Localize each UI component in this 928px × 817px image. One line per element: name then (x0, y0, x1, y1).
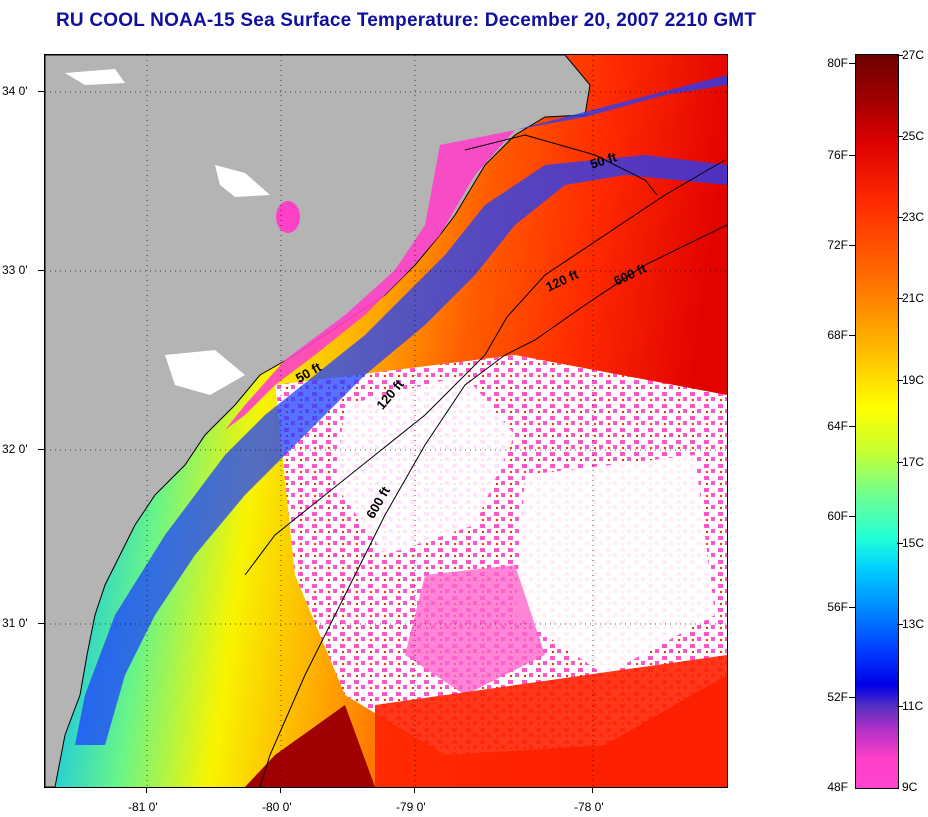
colorbar-c-25: 25C (902, 129, 925, 143)
colorbar-c-19: 19C (902, 373, 925, 387)
colorbar-f-60: 60F (827, 509, 848, 523)
temperature-colorbar (855, 54, 899, 789)
colorbar-f-80: 80F (827, 56, 848, 70)
colorbar-c-17: 17C (902, 455, 925, 469)
lon-label-79: -79 0' (396, 800, 426, 814)
map-title: RU COOL NOAA-15 Sea Surface Temperature:… (56, 10, 757, 31)
colorbar-f-48: 48F (827, 780, 848, 794)
lat-label-34: 34 0' (2, 84, 28, 98)
colorbar-f-72: 72F (827, 238, 848, 252)
colorbar-f-68: 68F (827, 328, 848, 342)
colorbar-c-11: 11C (902, 699, 924, 713)
colorbar-f-52: 52F (827, 690, 848, 704)
graticule (45, 55, 727, 787)
colorbar-c-23: 23C (902, 210, 925, 224)
colorbar-f-76: 76F (827, 148, 848, 162)
sst-map-image (45, 55, 727, 787)
lat-label-31: 31 0' (2, 616, 28, 630)
lon-label-78: -78 0' (574, 800, 604, 814)
lat-label-33: 33 0' (2, 263, 28, 277)
colorbar-c-27: 27C (902, 48, 925, 62)
colorbar-c-15: 15C (902, 536, 925, 550)
lat-label-32: 32 0' (2, 442, 28, 456)
colorbar-c-9: 9C (902, 780, 918, 794)
colorbar-c-21: 21C (902, 291, 925, 305)
colorbar-c-13: 13C (902, 617, 925, 631)
colorbar-f-56: 56F (827, 600, 848, 614)
land-mass (45, 55, 591, 787)
colorbar-f-64: 64F (827, 419, 848, 433)
lon-label-81: -81 0' (128, 800, 158, 814)
sst-map: 50 ft 120 ft 600 ft 50 ft 120 ft 600 ft (44, 54, 728, 788)
lon-label-80: -80 0' (262, 800, 292, 814)
isobath-contours (244, 134, 727, 787)
